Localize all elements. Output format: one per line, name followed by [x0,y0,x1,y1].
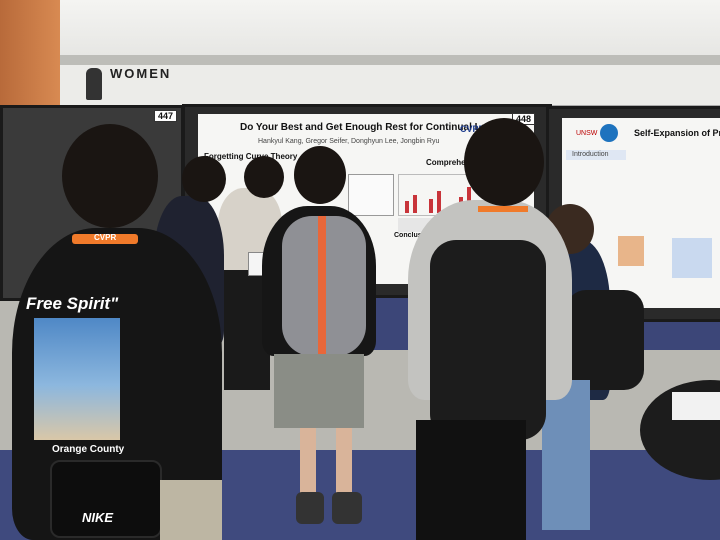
person-light-shirt-head [244,156,284,198]
lanyard-text: CVPR [94,233,117,242]
poster-section-bottom: Conclusion [394,232,433,239]
left-shoe [296,492,324,524]
figure-block-1 [618,236,644,266]
person-front-head [62,124,158,228]
right-leg [336,428,352,498]
backpack-zip-accent [318,216,326,356]
poster-authors: Hankyul Kang, Gregor Seifer, Donghyun Le… [258,138,440,145]
left-leg [300,428,316,498]
wood-panel [0,0,60,110]
intro-header: Introduction [566,150,626,160]
nike-logo: NIKE [82,510,114,525]
intro-label: Introduction [572,151,609,158]
csiro-logo-icon [600,124,618,142]
front-lanyard: CVPR [72,233,138,244]
black-pants [416,420,526,540]
unsw-logo: UNSW [576,130,598,137]
poster-right-title: Self-Expansion of Pre-trained [634,128,720,138]
restroom-sign: WOMEN [110,66,172,81]
shirt-text: Free Spirit" [26,294,119,313]
jeans [542,380,590,530]
black-backpack-right [566,290,644,390]
right-shoe [332,492,362,524]
person-dark-hoodie-head [182,156,226,202]
person-center-head [294,146,346,204]
poster-section-left: Forgetting Curve Theory [204,152,298,161]
cvpr-logo: CVPR [460,124,486,134]
person-grey-shirt-head [464,118,544,206]
paper-on-table [672,392,720,420]
booth-number-left: 447 [154,110,178,122]
diagram-figure [348,174,394,216]
nike-crossbody-bag: NIKE [50,460,162,538]
shirt-print-image [34,318,120,440]
grey-shorts [274,354,364,428]
orange-lanyard [478,206,528,212]
khaki-pants [160,480,222,540]
women-restroom-icon [86,68,102,100]
figure-block-2 [672,238,712,278]
black-backpack-center-right [430,240,546,440]
grey-backpack [282,216,366,356]
ceiling-beam [60,55,720,65]
poster-title: Do Your Best and Get Enough Rest for Con… [240,122,517,133]
shirt-subtext: Orange County [52,444,125,455]
